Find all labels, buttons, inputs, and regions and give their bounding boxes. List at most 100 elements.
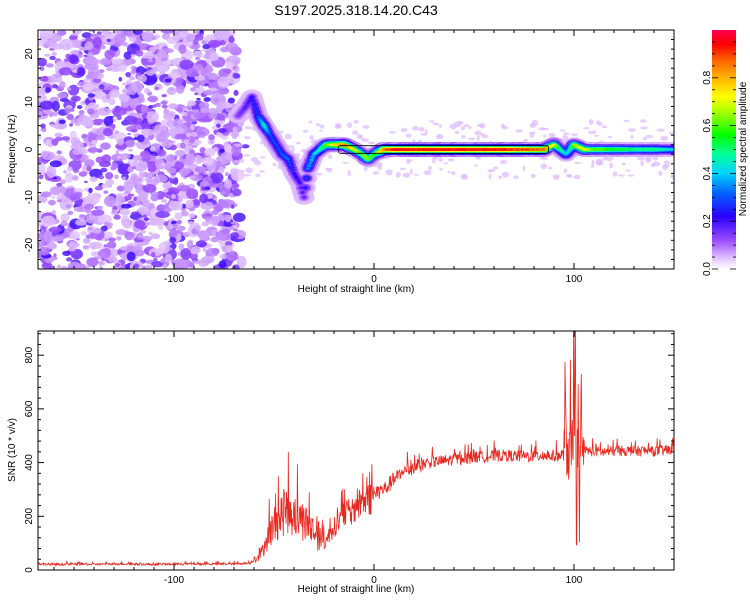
spectrogram-noise-blob	[181, 111, 188, 117]
spectrogram-noise-blob	[152, 153, 157, 156]
snr-y-label: SNR (10 * v/v)	[7, 418, 18, 482]
spectrogram-noise-blob	[80, 157, 85, 163]
spectrogram-noise-blob	[226, 252, 239, 261]
spectrogram-noise-blob	[139, 190, 149, 202]
spectrogram-noise-blob	[40, 198, 47, 203]
spectrogram-noise-blob	[668, 131, 674, 135]
colorbar-tick-label: 0.6	[702, 118, 713, 132]
colorbar-ticks: 0.0 0.2 0.4 0.6 0.8	[702, 41, 736, 276]
spectrogram-noise-blob	[147, 95, 159, 103]
spectrogram-noise-blob	[208, 134, 215, 141]
spectrogram-noise-blob	[200, 135, 205, 139]
spectrogram-noise-blob	[64, 172, 74, 183]
spectrogram-noise-blob	[92, 36, 102, 49]
spectrogram-noise-blob	[38, 246, 51, 256]
spectrogram-noise-blob	[199, 147, 206, 154]
spectrogram-noise-blob	[127, 132, 131, 136]
spectrogram-noise-blob	[432, 122, 440, 126]
spectrogram-noise-blob	[100, 142, 111, 150]
spectrogram-noise-blob	[593, 134, 600, 137]
spectrogram-y-ticks: -20 -10 0 10 20	[24, 29, 674, 270]
spectrogram-noise-blob	[190, 87, 197, 92]
spectrogram-noise-blob	[81, 32, 92, 39]
spectrogram-noise-blob	[513, 175, 519, 180]
spectrogram-noise-blob	[423, 170, 432, 176]
spectrogram-noise-blob	[640, 119, 647, 123]
spectrogram-noise-blob	[108, 237, 116, 242]
spectrogram-noise-blob	[500, 159, 508, 165]
spectrogram-noise-blob	[40, 123, 46, 129]
spectrogram-noise-blob	[111, 162, 119, 170]
spectrogram-noise-blob	[63, 58, 71, 62]
spectrogram-noise-blob	[628, 128, 636, 132]
spectrogram-noise-blob	[117, 163, 132, 175]
spectrogram-noise-blob	[88, 241, 103, 250]
spectrogram-ridge-point	[298, 181, 302, 185]
spectrogram-noise-blob	[51, 43, 65, 50]
spectrogram-noise-blob	[179, 59, 194, 70]
spectrogram-noise-blob	[225, 217, 232, 223]
spectrogram-noise-blob	[158, 242, 170, 254]
spectrogram-noise-blob	[213, 197, 218, 201]
spectrogram-noise-blob	[230, 221, 235, 225]
spectrogram-noise-blob	[202, 248, 207, 252]
spectrogram-noise-blob	[476, 135, 480, 142]
spectrogram-noise-blob	[49, 160, 62, 168]
spectrogram-noise-blob	[130, 68, 136, 75]
spectrogram-noise-blob	[162, 182, 173, 189]
spectrogram-noise-blob	[363, 165, 368, 172]
spectrogram-noise-blob	[91, 139, 97, 145]
spectrogram-noise-blob	[225, 244, 233, 252]
spectrogram-noise-blob	[70, 137, 81, 146]
spectrogram-noise-blob	[69, 123, 73, 127]
spectrogram-noise-blob	[213, 169, 219, 174]
spectrogram-noise-blob	[74, 200, 83, 207]
spectrogram-noise-blob	[573, 174, 581, 180]
spectrogram-noise-blob	[147, 59, 154, 63]
spectrogram-noise-blob	[128, 75, 136, 81]
spectrogram-noise-blob	[169, 58, 182, 66]
spectrogram-noise-blob	[217, 76, 230, 88]
spectrogram-noise-blob	[80, 231, 88, 236]
spectrogram-noise-blob	[231, 146, 242, 156]
spectrogram-noise-blob	[122, 82, 127, 86]
spectrogram-ridge-point	[300, 191, 305, 194]
spectrogram-noise-blob	[175, 258, 186, 264]
spectrogram-noise-blob	[202, 89, 216, 96]
spectrogram-noise-blob	[69, 187, 75, 192]
spectrogram-noise-blob	[188, 213, 195, 218]
spectrogram-noise-blob	[602, 155, 608, 161]
spectrogram-noise-blob	[160, 100, 168, 105]
spectrogram-noise-blob	[605, 155, 614, 162]
snr-y-ticks: 0 200 400 600 800	[24, 333, 674, 573]
spectrogram-noise-blob	[233, 89, 239, 96]
spectrogram-noise-blob	[121, 155, 128, 161]
spectrogram-noise-blob	[227, 141, 232, 145]
spectrogram-noise-blob	[160, 258, 165, 264]
spectrogram-noise-blob	[114, 132, 127, 142]
spectrogram-noise-blob	[621, 162, 626, 166]
spectrogram-noise-blob	[468, 126, 472, 129]
spectrogram-noise-blob	[143, 87, 150, 94]
spectrogram-noise-blob	[116, 155, 122, 160]
spectrogram-noise-blob	[79, 47, 84, 51]
spectrogram-ridge-contour	[337, 145, 549, 154]
spectrogram-noise-blob	[78, 110, 85, 115]
spectrogram-noise-blob	[75, 218, 87, 226]
spectrogram-noise-blob	[185, 132, 192, 138]
spectrogram-noise-blob	[539, 156, 545, 160]
spectrogram-noise-blob	[150, 218, 165, 226]
spectrogram-noise-blob	[476, 123, 483, 127]
spectrogram-noise-blob	[255, 173, 261, 177]
spectrogram-noise-blob	[162, 188, 169, 193]
spectrogram-noise-blob	[166, 167, 177, 174]
spectrogram-noise-blob	[38, 240, 45, 248]
spectrogram-noise-blob	[97, 214, 112, 225]
spectrogram-noise-blob	[84, 180, 88, 184]
spectrogram-noise-blob	[169, 200, 175, 207]
spectrogram-noise-blob	[243, 173, 251, 177]
figure-title: S197.2025.318.14.20.C43	[274, 2, 438, 18]
spectrogram-noise-blob	[98, 174, 104, 180]
spectrogram-noise-blob	[209, 87, 218, 92]
